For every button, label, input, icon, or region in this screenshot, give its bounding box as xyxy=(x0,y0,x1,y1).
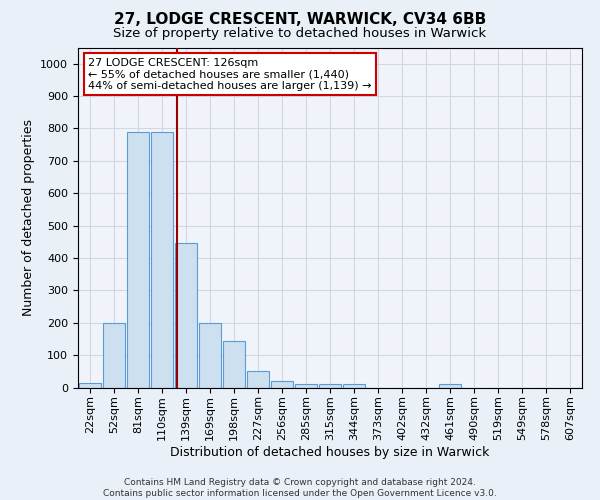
Y-axis label: Number of detached properties: Number of detached properties xyxy=(22,119,35,316)
Text: Size of property relative to detached houses in Warwick: Size of property relative to detached ho… xyxy=(113,28,487,40)
Bar xyxy=(79,382,101,388)
Bar xyxy=(127,132,149,388)
X-axis label: Distribution of detached houses by size in Warwick: Distribution of detached houses by size … xyxy=(170,446,490,459)
Bar xyxy=(175,244,197,388)
Bar xyxy=(343,384,365,388)
Text: 27, LODGE CRESCENT, WARWICK, CV34 6BB: 27, LODGE CRESCENT, WARWICK, CV34 6BB xyxy=(114,12,486,28)
Text: Contains HM Land Registry data © Crown copyright and database right 2024.
Contai: Contains HM Land Registry data © Crown c… xyxy=(103,478,497,498)
Bar xyxy=(103,322,125,388)
Bar xyxy=(319,384,341,388)
Bar xyxy=(199,322,221,388)
Bar xyxy=(295,384,317,388)
Text: 27 LODGE CRESCENT: 126sqm
← 55% of detached houses are smaller (1,440)
44% of se: 27 LODGE CRESCENT: 126sqm ← 55% of detac… xyxy=(88,58,371,91)
Bar xyxy=(247,372,269,388)
Bar xyxy=(223,340,245,388)
Bar xyxy=(271,381,293,388)
Bar xyxy=(151,132,173,388)
Bar xyxy=(439,384,461,388)
